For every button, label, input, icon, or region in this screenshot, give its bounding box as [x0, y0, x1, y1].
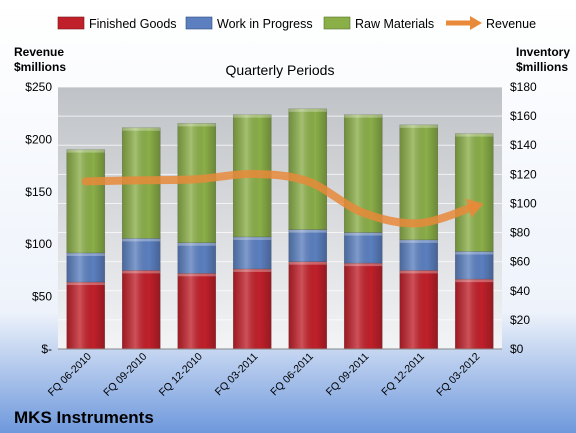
bar-cap [399, 124, 438, 128]
right-axis-title-line2: $millions [516, 60, 568, 74]
bar-cap [177, 242, 216, 246]
bar-cap [66, 282, 105, 286]
bar-shading [288, 261, 327, 349]
right-axis-tick-label: $60 [510, 255, 530, 269]
left-axis-tick-label: $250 [25, 80, 52, 94]
bar-cap [66, 252, 105, 256]
left-axis-tick-label: $100 [25, 237, 52, 251]
bar-cap [344, 232, 383, 236]
bar-shading [233, 236, 272, 269]
company-name: MKS Instruments [14, 408, 154, 427]
bar-cap [122, 270, 161, 274]
legend-label-revenue: Revenue [486, 17, 536, 31]
bar-shading [455, 279, 494, 349]
bar-cap [399, 270, 438, 274]
legend-label-finished-goods: Finished Goods [89, 17, 177, 31]
legend-swatch-raw-materials [323, 16, 351, 30]
bar-cap [66, 149, 105, 153]
bar-shading [344, 232, 383, 264]
bar-shading [66, 282, 105, 349]
right-axis-tick-label: $140 [510, 138, 537, 152]
bar-shading [344, 263, 383, 349]
bar-cap [288, 261, 327, 265]
bar-cap [399, 239, 438, 243]
bar-shading [455, 251, 494, 280]
bar-shading [288, 229, 327, 262]
bar-cap [122, 238, 161, 242]
bar-shading [288, 108, 327, 230]
bar-cap [177, 273, 216, 277]
chart-subtitle: Quarterly Periods [226, 62, 335, 78]
legend-swatch-work-in-progress [185, 16, 213, 30]
bar-shading [66, 252, 105, 283]
right-axis-tick-label: $0 [510, 342, 524, 356]
left-axis-tick-label: $50 [32, 290, 52, 304]
right-axis-tick-label: $100 [510, 196, 537, 210]
right-axis-tick-label: $20 [510, 313, 530, 327]
right-axis-tick-label: $160 [510, 109, 537, 123]
left-axis-tick-label: $- [41, 342, 52, 356]
bar-cap [233, 268, 272, 272]
bar-cap [455, 279, 494, 283]
bar-cap [122, 127, 161, 131]
bar-cap [344, 114, 383, 118]
right-axis-tick-label: $180 [510, 80, 537, 94]
right-axis-tick-label: $80 [510, 226, 530, 240]
bar-cap [177, 123, 216, 127]
right-axis-tick-label: $40 [510, 284, 530, 298]
left-axis-title-line2: $millions [14, 60, 66, 74]
right-axis-title-line1: Inventory [516, 45, 570, 59]
legend: Finished Goods Work in Progress Raw Mate… [57, 16, 536, 31]
bar-cap [233, 236, 272, 240]
bar-cap [455, 251, 494, 255]
bar-shading [455, 133, 494, 252]
legend-label-raw-materials: Raw Materials [355, 17, 434, 31]
bar-shading [122, 270, 161, 349]
bar-shading [177, 273, 216, 349]
revenue-line [81, 169, 479, 228]
bar-cap [288, 229, 327, 233]
legend-swatch-finished-goods [57, 16, 85, 30]
bar-cap [344, 263, 383, 267]
revenue-line-group [81, 169, 484, 228]
bar-shading [233, 268, 272, 349]
bar-cap [455, 133, 494, 137]
bar-shading [122, 238, 161, 271]
bar-cap [233, 114, 272, 118]
revenue-arrowhead [465, 198, 484, 218]
right-axis-tick-label: $120 [510, 167, 537, 181]
legend-label-work-in-progress: Work in Progress [217, 17, 313, 31]
left-axis-tick-label: $200 [25, 132, 52, 146]
left-axis-title-line1: Revenue [14, 45, 64, 59]
bar-shading [399, 270, 438, 349]
left-axis-tick-label: $150 [25, 185, 52, 199]
bar-cap [288, 108, 327, 112]
legend-arrowhead-revenue [470, 16, 482, 30]
bar-shading [399, 239, 438, 271]
bar-shading [66, 149, 105, 253]
bar-shading [177, 242, 216, 274]
